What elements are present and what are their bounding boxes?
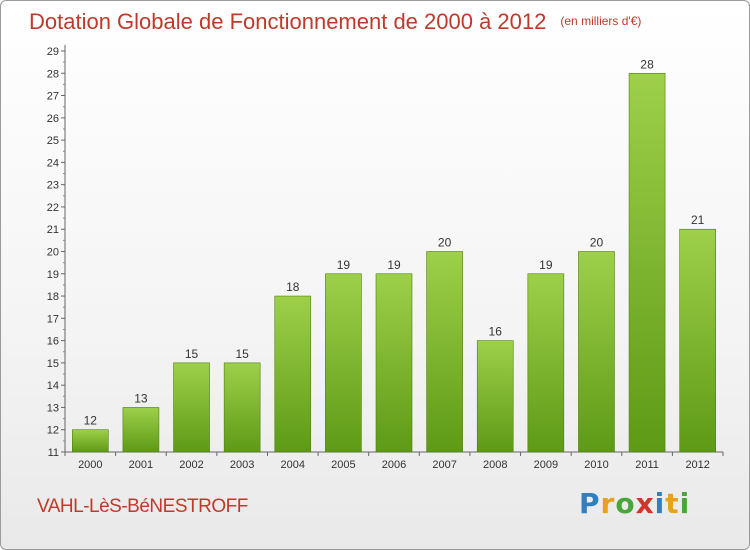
bar-2009 <box>527 273 565 453</box>
x-tick-label: 2003 <box>230 459 254 471</box>
x-tick-label: 2011 <box>635 459 659 471</box>
commune-name: VAHL-LèS-BéNESTROFF <box>37 496 248 517</box>
bar-value-label: 20 <box>438 236 452 250</box>
y-tick-label: 26 <box>47 113 59 125</box>
chart-title-text: Dotation Globale de Fonctionnement de 20… <box>29 9 547 34</box>
y-tick-label: 29 <box>47 46 59 58</box>
y-tick-label: 14 <box>47 380 59 392</box>
x-tick-label: 2001 <box>129 459 153 471</box>
y-tick-label: 12 <box>47 425 59 437</box>
y-tick-label: 24 <box>47 157 59 169</box>
bar-2002 <box>173 362 210 453</box>
bar-value-label: 15 <box>185 347 199 361</box>
bar-2010 <box>578 251 615 453</box>
logo-letter: i <box>654 487 666 520</box>
bar-2001 <box>122 407 160 453</box>
bar-value-label: 18 <box>286 280 300 294</box>
x-tick-label: 2012 <box>685 459 709 471</box>
y-tick-label: 20 <box>47 247 59 259</box>
bar-value-label: 20 <box>590 236 604 250</box>
bar-value-label: 21 <box>691 213 705 227</box>
y-tick-label: 28 <box>47 68 59 80</box>
y-tick-label: 23 <box>47 180 59 192</box>
y-tick-label: 13 <box>47 402 59 414</box>
bar-value-label: 19 <box>539 258 553 272</box>
y-tick-label: 11 <box>48 447 59 459</box>
logo-letter: o <box>615 487 636 520</box>
proxiti-logo: Proxiti <box>579 487 690 520</box>
chart-subtitle: (en milliers d'€) <box>560 14 642 28</box>
x-tick-label: 2010 <box>584 459 608 471</box>
logo-letter: P <box>579 487 601 520</box>
bar-value-label: 15 <box>235 347 249 361</box>
bar-value-label: 19 <box>337 258 351 272</box>
x-tick-label: 2005 <box>331 459 355 471</box>
x-tick-label: 2000 <box>78 459 102 471</box>
bar-2011 <box>628 72 666 453</box>
y-tick-label: 21 <box>47 224 59 236</box>
bar-2005 <box>325 273 362 453</box>
bar-value-label: 28 <box>640 57 654 71</box>
chart-title: Dotation Globale de Fonctionnement de 20… <box>29 9 641 35</box>
y-tick-label: 18 <box>47 291 59 303</box>
x-tick-label: 2009 <box>534 459 558 471</box>
logo-letter: t <box>665 487 680 520</box>
bar-2003 <box>223 362 261 453</box>
bar-2004 <box>274 295 312 453</box>
bar-2006 <box>375 273 413 453</box>
y-tick-label: 17 <box>47 313 59 325</box>
x-tick-label: 2007 <box>432 459 456 471</box>
y-tick-label: 25 <box>47 135 59 147</box>
y-tick-label: 16 <box>47 336 59 348</box>
x-tick-label: 2006 <box>382 459 406 471</box>
bar-value-label: 12 <box>84 414 98 428</box>
y-tick-label: 15 <box>47 358 59 370</box>
logo-letter: r <box>600 487 616 520</box>
logo-letter: i <box>679 487 691 520</box>
x-tick-label: 2008 <box>483 459 507 471</box>
bar-value-label: 13 <box>134 391 148 405</box>
y-tick-label: 27 <box>47 91 59 103</box>
bar-2000 <box>72 429 109 453</box>
bar-2012 <box>679 228 716 453</box>
y-tick-label: 22 <box>47 202 59 214</box>
bar-value-label: 19 <box>387 258 401 272</box>
logo-letter: x <box>635 487 655 520</box>
x-tick-label: 2002 <box>179 459 203 471</box>
bar-2007 <box>426 251 463 453</box>
bar-2008 <box>476 340 514 453</box>
y-tick-label: 19 <box>47 269 59 281</box>
bar-value-label: 16 <box>489 325 503 339</box>
x-tick-label: 2004 <box>281 459 305 471</box>
